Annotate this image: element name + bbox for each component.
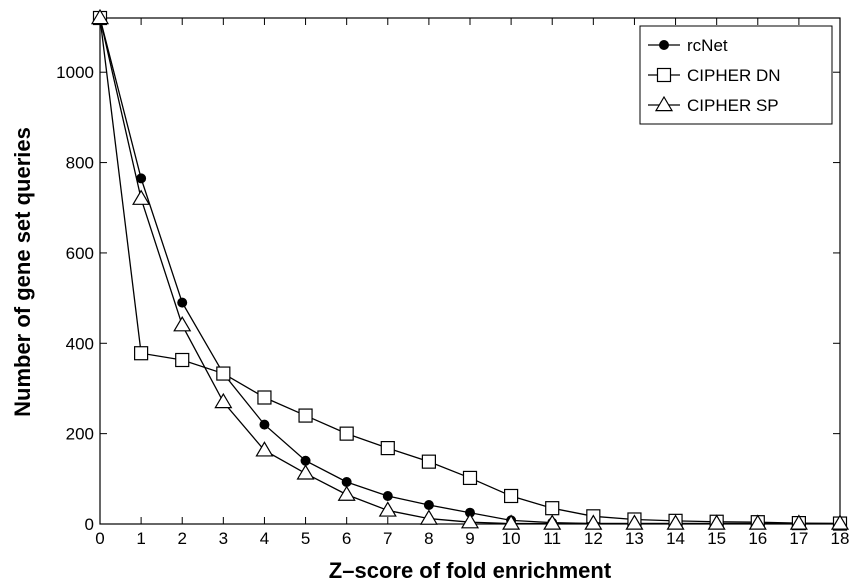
data-point [421,454,436,469]
x-tick-label: 10 [502,529,521,548]
x-tick-label: 17 [789,529,808,548]
data-point [173,316,192,332]
data-point [134,346,149,361]
y-tick-label: 0 [85,515,94,534]
legend-entry: CIPHER SP [648,95,779,115]
x-tick-label: 0 [95,529,104,548]
data-point [136,173,147,184]
x-tick-label: 14 [666,529,685,548]
x-tick-label: 3 [219,529,228,548]
data-point [504,488,519,504]
data-point [707,514,726,530]
x-tick-label: 4 [260,529,269,548]
data-point [378,501,397,517]
x-tick-label: 5 [301,529,310,548]
data-point [175,352,190,368]
x-tick-label: 16 [748,529,767,548]
legend-entry: rcNet [648,36,728,55]
data-point [300,455,311,466]
data-point [341,476,352,487]
y-axis-title: Number of gene set queries [10,127,35,417]
data-point [502,514,521,530]
y-tick-label: 400 [66,334,94,353]
data-point [339,426,354,441]
x-axis-title: Z–score of fold enrichment [329,558,612,582]
data-point [584,514,603,530]
data-point [380,441,395,456]
series-markers-cipher-sp [90,8,850,530]
x-tick-label: 8 [424,529,433,548]
data-point [419,509,438,525]
x-tick-label: 15 [707,529,726,548]
x-tick-label: 7 [383,529,392,548]
data-point [177,297,188,308]
data-point [666,514,685,530]
x-tick-label: 12 [584,529,603,548]
data-point [462,470,478,486]
data-point [132,189,151,205]
y-tick-label: 800 [66,154,94,173]
x-tick-label: 9 [465,529,474,548]
data-point [296,464,315,480]
data-point [545,501,560,516]
legend-marker [654,95,674,112]
data-point [298,408,313,423]
y-tick-label: 600 [66,244,94,263]
data-point [625,514,644,530]
data-point [216,366,231,381]
data-point [255,441,274,457]
data-point [214,392,233,409]
x-tick-label: 6 [342,529,351,548]
x-tick-label: 18 [831,529,850,548]
x-tick-label: 11 [543,529,561,548]
y-tick-label: 200 [66,425,94,444]
data-point [257,390,272,405]
data-point [382,490,393,501]
legend-label: rcNet [687,36,728,55]
x-tick-label: 1 [136,529,145,548]
data-point [337,485,356,501]
data-point [543,514,562,530]
legend-entry: CIPHER DN [648,66,781,85]
legend-label: CIPHER SP [687,96,779,115]
series-markers-cipher-dn [92,10,848,531]
data-point [789,514,808,530]
legend-marker [659,40,669,50]
data-point [423,500,434,511]
legend-label: CIPHER DN [687,66,781,85]
data-point [830,514,850,530]
data-point [460,513,480,529]
legend-marker [656,67,672,83]
data-point [259,419,270,430]
x-tick-label: 13 [625,529,644,548]
data-point [748,514,767,530]
y-tick-label: 1000 [56,63,94,82]
x-tick-label: 2 [177,529,186,548]
data-point [90,8,110,25]
